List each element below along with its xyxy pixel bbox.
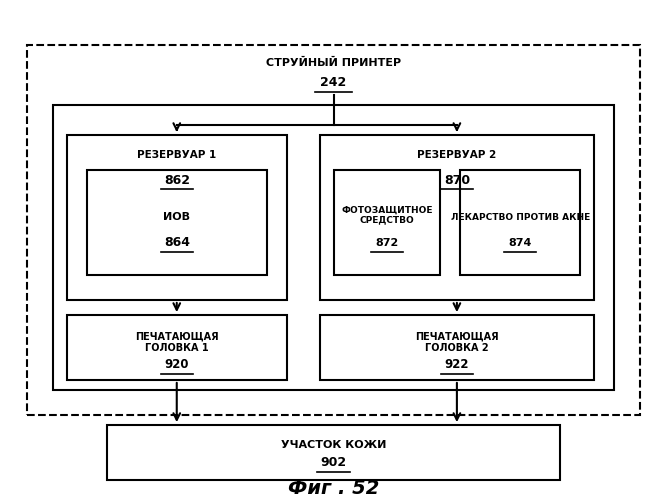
Bar	[67, 135, 287, 300]
Text: 920: 920	[165, 358, 189, 372]
Text: ПЕЧАТАЮЩАЯ
ГОЛОВКА 2: ПЕЧАТАЮЩАЯ ГОЛОВКА 2	[415, 332, 499, 353]
Text: 862: 862	[164, 174, 189, 186]
Bar	[320, 135, 594, 300]
Text: 870: 870	[444, 174, 470, 186]
Bar	[67, 315, 287, 380]
Text: 864: 864	[164, 236, 189, 249]
Text: ФОТОЗАЩИТНОЕ
СРЕДСТВО: ФОТОЗАЩИТНОЕ СРЕДСТВО	[341, 206, 433, 225]
Bar	[107, 425, 560, 480]
Text: РЕЗЕРВУАР 2: РЕЗЕРВУАР 2	[418, 150, 496, 160]
Text: ЛЕКАРСТВО ПРОТИВ АКНЕ: ЛЕКАРСТВО ПРОТИВ АКНЕ	[451, 213, 590, 222]
Bar	[320, 315, 594, 380]
Text: Фиг . 52: Фиг . 52	[288, 478, 379, 498]
Bar	[334, 170, 440, 275]
Text: 242: 242	[320, 76, 347, 89]
Text: ПЕЧАТАЮЩАЯ
ГОЛОВКА 1: ПЕЧАТАЮЩАЯ ГОЛОВКА 1	[135, 332, 219, 353]
Text: 872: 872	[376, 238, 398, 248]
Bar	[87, 170, 267, 275]
Text: ИОВ: ИОВ	[163, 212, 190, 222]
Text: СТРУЙНЫЙ ПРИНТЕР: СТРУЙНЫЙ ПРИНТЕР	[266, 58, 401, 68]
Bar	[27, 45, 640, 415]
Text: 922: 922	[445, 358, 469, 372]
Text: УЧАСТОК КОЖИ: УЧАСТОК КОЖИ	[281, 440, 386, 450]
Text: 874: 874	[508, 238, 532, 248]
Bar	[460, 170, 580, 275]
Bar	[53, 105, 614, 390]
Text: РЕЗЕРВУАР 1: РЕЗЕРВУАР 1	[137, 150, 216, 160]
Text: 902: 902	[320, 456, 347, 469]
